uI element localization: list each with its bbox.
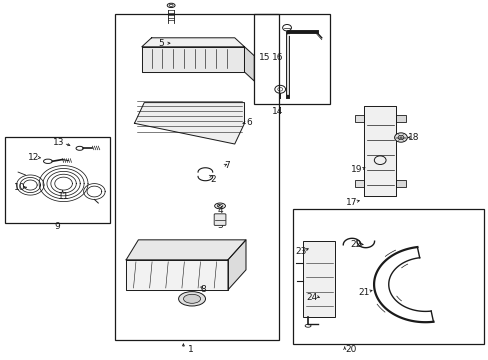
Text: 11: 11 bbox=[58, 192, 69, 201]
Text: 8: 8 bbox=[200, 285, 205, 294]
Bar bbox=[5, 137, 110, 223]
Polygon shape bbox=[244, 47, 254, 81]
Bar bbox=[115, 14, 278, 340]
Text: 18: 18 bbox=[407, 133, 418, 142]
Text: 17: 17 bbox=[346, 198, 357, 207]
Text: 19: 19 bbox=[350, 165, 362, 174]
Bar bbox=[354, 180, 364, 187]
Ellipse shape bbox=[183, 294, 200, 303]
Polygon shape bbox=[126, 260, 227, 290]
Text: 2: 2 bbox=[209, 175, 215, 184]
Text: 15: 15 bbox=[259, 53, 270, 62]
Text: 16: 16 bbox=[271, 53, 283, 62]
Bar bbox=[254, 14, 329, 104]
Polygon shape bbox=[227, 240, 245, 290]
Polygon shape bbox=[134, 103, 244, 144]
Text: 20: 20 bbox=[345, 346, 356, 354]
Circle shape bbox=[394, 133, 407, 142]
Polygon shape bbox=[126, 240, 245, 260]
Bar bbox=[354, 115, 364, 122]
Bar bbox=[395, 115, 405, 122]
Text: 21: 21 bbox=[358, 288, 369, 297]
Text: 5: 5 bbox=[158, 39, 164, 48]
Text: 6: 6 bbox=[246, 118, 252, 127]
Text: 1: 1 bbox=[187, 345, 193, 354]
Polygon shape bbox=[142, 38, 244, 47]
Text: 10: 10 bbox=[14, 183, 25, 192]
Ellipse shape bbox=[178, 292, 205, 306]
Text: 9: 9 bbox=[55, 222, 61, 231]
Text: 4: 4 bbox=[217, 206, 223, 215]
Text: 14: 14 bbox=[271, 107, 283, 116]
Text: 3: 3 bbox=[217, 220, 223, 230]
Bar bbox=[395, 180, 405, 187]
Text: 12: 12 bbox=[27, 153, 39, 162]
FancyBboxPatch shape bbox=[214, 214, 225, 225]
Bar bbox=[303, 241, 334, 317]
Polygon shape bbox=[142, 47, 244, 72]
Polygon shape bbox=[364, 106, 395, 196]
Text: 24: 24 bbox=[305, 292, 317, 302]
Text: 13: 13 bbox=[53, 139, 64, 148]
Bar bbox=[293, 209, 483, 344]
Text: 23: 23 bbox=[294, 247, 306, 256]
Text: 7: 7 bbox=[224, 161, 230, 170]
Text: 22: 22 bbox=[349, 240, 361, 249]
